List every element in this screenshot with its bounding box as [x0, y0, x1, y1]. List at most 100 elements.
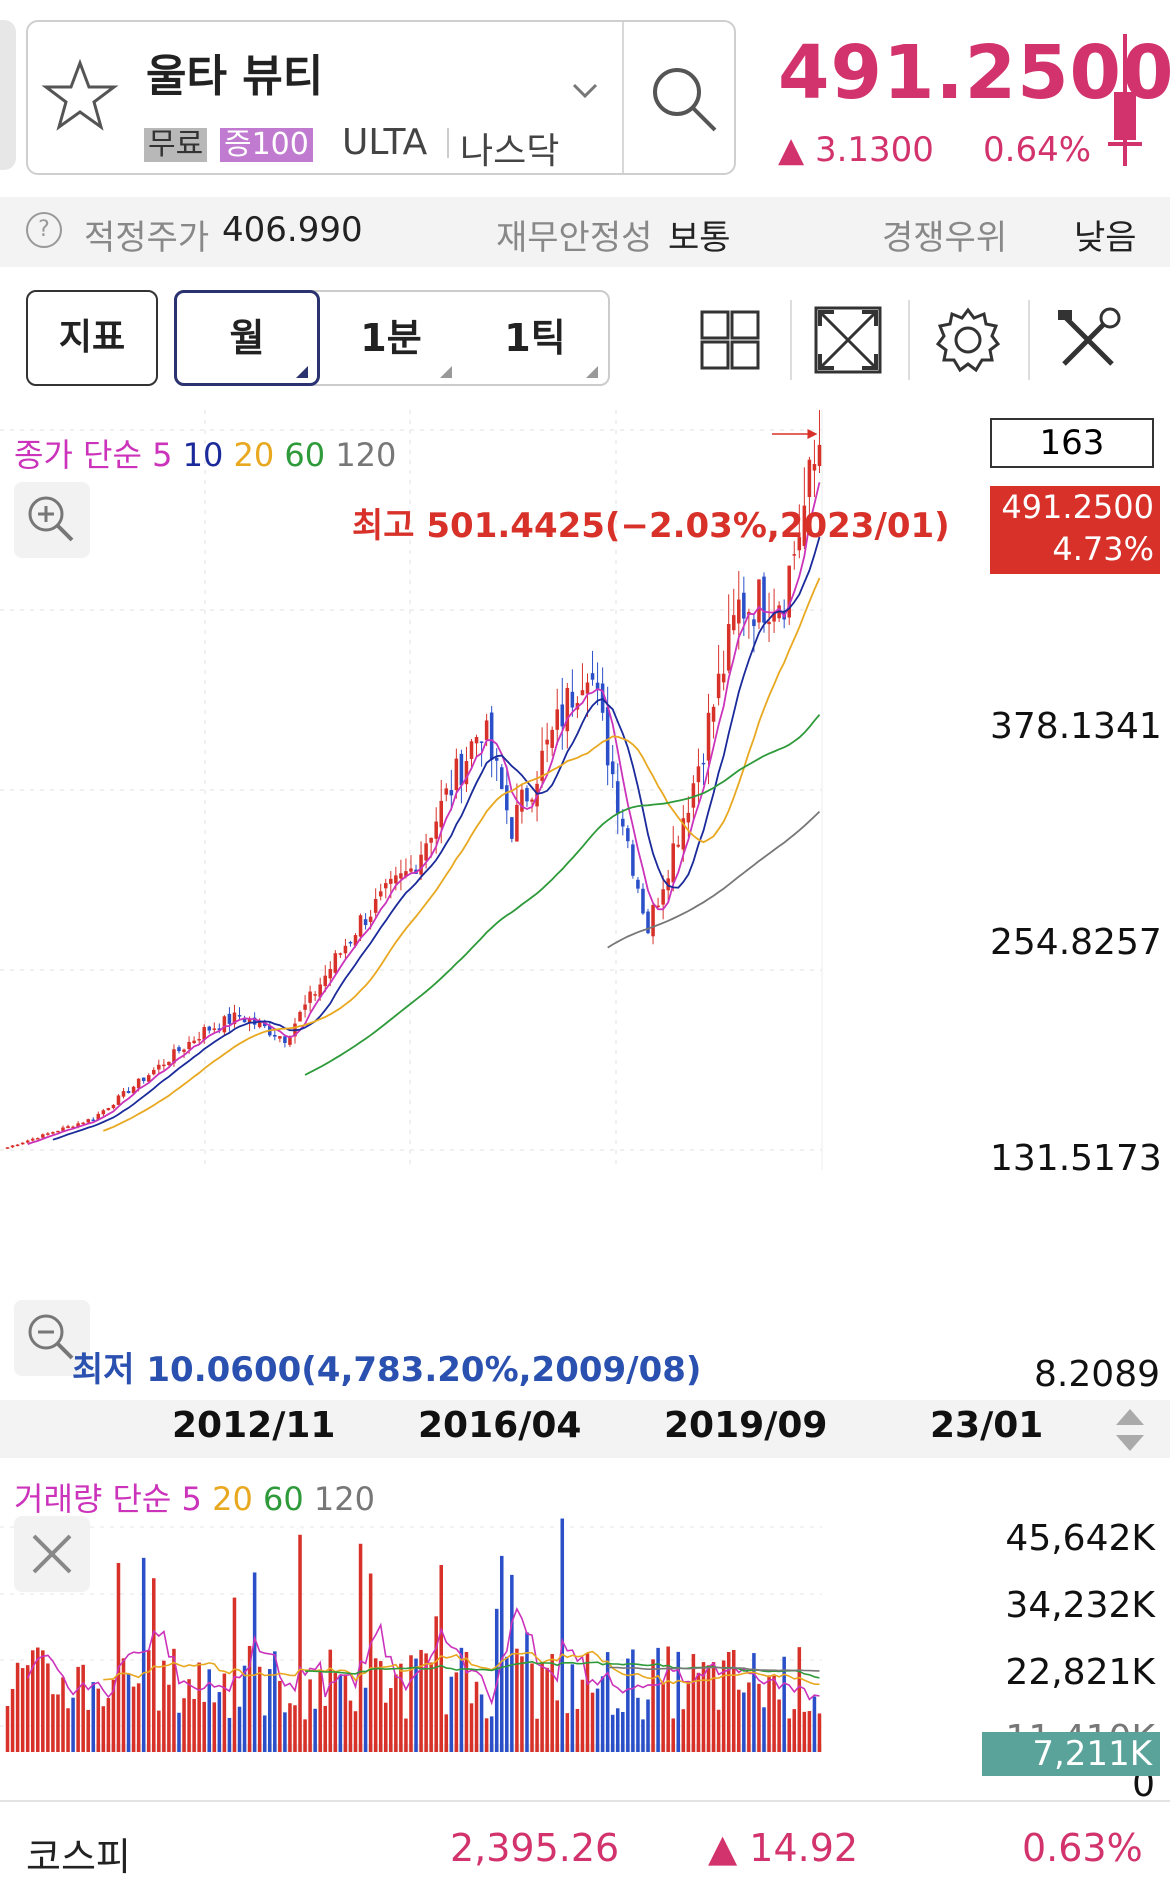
index-ticker-bar[interactable] — [0, 1800, 1170, 1889]
volume-bar — [323, 1705, 328, 1752]
volume-bar — [731, 1650, 736, 1752]
volume-bar — [207, 1669, 212, 1752]
candle-body — [742, 592, 746, 619]
zoom-out-button[interactable] — [14, 1300, 90, 1376]
index-badge: 증100 — [220, 128, 313, 162]
indicator-button[interactable]: 지표 — [26, 290, 158, 386]
search-icon[interactable] — [645, 60, 725, 140]
candle-body — [247, 1019, 252, 1024]
candle-body — [389, 878, 393, 884]
candle-body — [595, 682, 600, 690]
volume-bar — [449, 1676, 454, 1752]
volume-bar — [363, 1687, 368, 1752]
volume-bar — [46, 1663, 50, 1752]
candle-body — [459, 753, 464, 786]
gear-icon[interactable] — [928, 300, 1008, 380]
volume-bar — [510, 1574, 514, 1752]
volume-bar — [711, 1662, 716, 1752]
volume-bar — [555, 1700, 559, 1752]
ma120-line — [607, 810, 821, 949]
volume-bar — [10, 1688, 15, 1752]
volume-bar — [353, 1711, 358, 1752]
volume-bar — [792, 1709, 797, 1752]
left-edge-handle — [0, 20, 16, 170]
volume-bar — [752, 1653, 756, 1752]
volume-legend[interactable]: 거래량 단순 5 20 60 120 — [14, 1474, 375, 1520]
volume-bar — [111, 1679, 116, 1752]
price-chart[interactable] — [0, 410, 1170, 1400]
period-minute-tab[interactable]: 1분 — [360, 316, 422, 360]
volume-bar — [308, 1679, 312, 1752]
candle-body — [51, 1132, 55, 1134]
volume-bar — [661, 1683, 665, 1752]
volume-bar — [469, 1703, 474, 1752]
ma-legend[interactable]: 종가 단순 5 10 20 60 120 — [14, 430, 396, 476]
help-icon[interactable]: ? — [26, 212, 62, 248]
x-axis-label: 23/01 — [930, 1405, 1044, 1446]
volume-bar — [499, 1555, 504, 1752]
close-volume-button[interactable] — [14, 1516, 90, 1592]
candle-body — [752, 619, 756, 627]
x-axis-bar[interactable] — [0, 1400, 1170, 1458]
candle-count-box[interactable]: 163 — [990, 418, 1154, 468]
x-axis-label: 2012/11 — [172, 1405, 336, 1446]
volume-bar — [580, 1679, 585, 1752]
candle-body — [338, 953, 343, 955]
volume-bar — [212, 1702, 217, 1752]
volume-bar — [348, 1700, 353, 1752]
high-annotation: 최고 501.4425(−2.03%,2023/01) — [352, 506, 950, 546]
candle-body — [530, 799, 534, 802]
volume-bar — [358, 1543, 363, 1752]
volume-bar — [116, 1562, 121, 1752]
candle-body — [66, 1126, 70, 1128]
candle-body — [520, 789, 524, 812]
volume-bar — [595, 1688, 600, 1752]
period-month-tab[interactable]: 월 — [229, 316, 265, 360]
dropdown-corner-icon — [296, 366, 308, 378]
fullscreen-icon[interactable] — [808, 300, 888, 380]
candle-body — [565, 687, 570, 732]
candle-body — [701, 762, 706, 765]
grid-layout-icon[interactable] — [690, 300, 770, 380]
candle-body — [757, 579, 761, 623]
volume-bar — [757, 1683, 761, 1752]
candle-body — [580, 690, 585, 696]
candle-body — [25, 1140, 30, 1143]
volume-bar — [484, 1718, 489, 1752]
current-volume-tag: 7,211K — [982, 1732, 1160, 1776]
candle-body — [706, 712, 711, 761]
volume-bar — [656, 1647, 660, 1752]
volume-bar — [807, 1711, 812, 1752]
volume-bar — [520, 1656, 524, 1752]
volume-bar — [101, 1706, 106, 1752]
volume-bar — [126, 1673, 131, 1752]
volume-chart[interactable] — [0, 1460, 1170, 1800]
candle-body — [257, 1022, 262, 1028]
volume-bar — [293, 1705, 297, 1752]
volume-bar — [328, 1649, 333, 1752]
candle-body — [792, 554, 797, 556]
volume-bar — [444, 1714, 449, 1752]
candle-body — [555, 709, 559, 730]
candle-body — [81, 1122, 85, 1125]
volume-bar — [106, 1698, 111, 1752]
volume-bar — [36, 1647, 40, 1752]
tools-icon[interactable] — [1048, 300, 1128, 380]
y-axis-label: 8.2089 — [1034, 1354, 1160, 1395]
candle-body — [303, 1004, 307, 1010]
candle-body — [298, 1011, 302, 1022]
candle-body — [373, 898, 378, 913]
star-icon[interactable] — [40, 55, 120, 135]
period-tick-tab[interactable]: 1틱 — [504, 316, 566, 360]
stock-name[interactable]: 울타 뷰티 — [146, 51, 324, 102]
volume-bar — [41, 1650, 45, 1752]
chevron-down-icon[interactable] — [570, 75, 600, 105]
current-price-tag-percent: 4.73% — [1052, 530, 1154, 568]
candle-body — [262, 1022, 267, 1027]
candle-body — [499, 767, 504, 789]
resize-arrows-icon[interactable] — [1112, 1405, 1148, 1455]
candle-body — [383, 883, 388, 889]
candle-body — [212, 1028, 217, 1030]
zoom-in-button[interactable] — [14, 482, 90, 558]
candle-body — [76, 1123, 80, 1128]
